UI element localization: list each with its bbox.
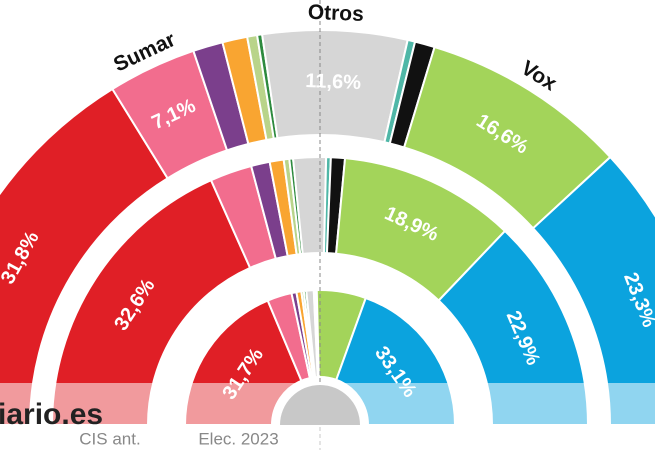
ring-name: CIS ant. bbox=[79, 429, 140, 448]
ring-names: CIS ant. Elec. 2023 bbox=[79, 429, 278, 448]
ring-name: Elec. 2023 bbox=[198, 429, 278, 448]
segment bbox=[531, 155, 655, 426]
logo: iario.es bbox=[0, 398, 103, 431]
category-label: Otros bbox=[307, 1, 364, 26]
value-label: 11,6% bbox=[305, 70, 362, 94]
center-cap bbox=[280, 385, 360, 425]
